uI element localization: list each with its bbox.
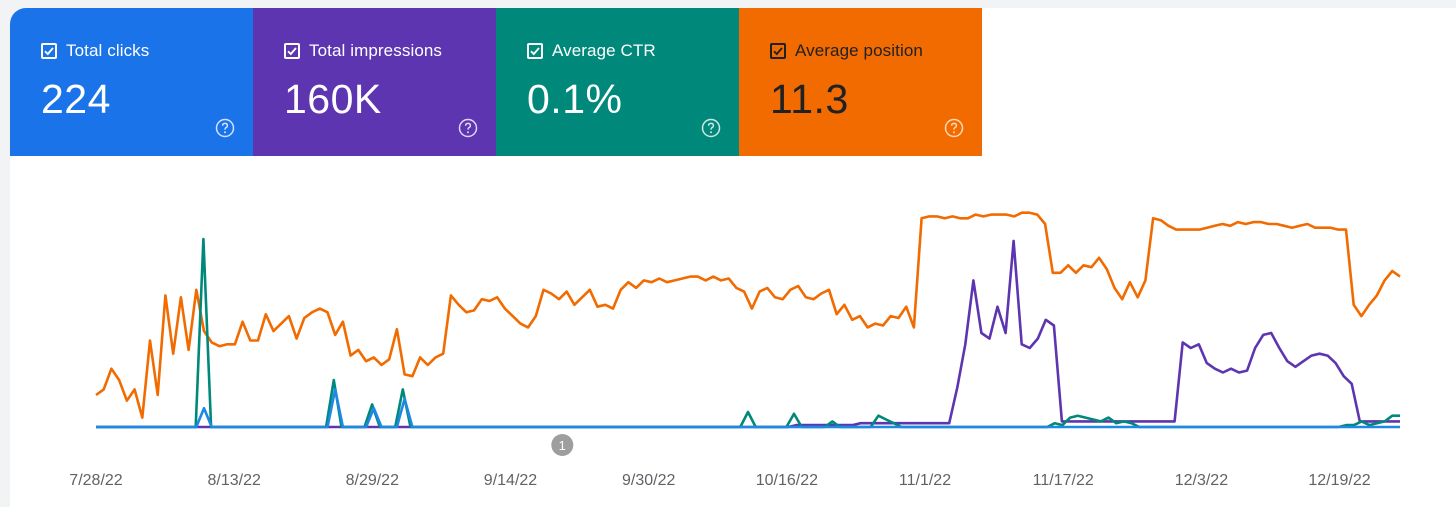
metric-card-total-clicks[interactable]: Total clicks 224	[10, 8, 253, 156]
annotation-layer: 1	[551, 434, 574, 456]
metric-cards: Total clicks 224 Total impressions 160K	[10, 8, 982, 156]
series-line-total-impressions	[96, 239, 1400, 429]
series-line-average-ctr	[96, 237, 1400, 429]
metric-value: 0.1%	[527, 76, 623, 122]
metric-value: 224	[41, 76, 111, 122]
check-icon[interactable]	[41, 43, 57, 59]
annotation-label: 1	[559, 438, 566, 453]
metric-value: 160K	[284, 76, 382, 122]
metric-card-header: Total impressions	[284, 41, 442, 61]
help-circle-icon[interactable]	[944, 118, 964, 138]
metric-card-header: Average position	[770, 41, 923, 61]
x-tick-label: 12/19/22	[1308, 472, 1370, 489]
x-tick-label: 8/29/22	[346, 472, 399, 489]
x-axis-ticks: 7/28/22 8/13/22 8/29/22 9/14/22 9/30/22 10/16…	[69, 472, 1370, 489]
help-circle-icon[interactable]	[701, 118, 721, 138]
metric-label: Total clicks	[66, 41, 150, 60]
series-layer	[95, 211, 1401, 429]
x-tick-label: 11/1/22	[899, 472, 951, 489]
x-tick-label: 9/14/22	[484, 472, 537, 489]
metric-label: Average position	[795, 41, 923, 60]
series-line-total-clicks	[96, 388, 1400, 429]
x-tick-label: 9/30/22	[622, 472, 675, 489]
annotation-marker[interactable]: 1	[551, 434, 574, 456]
help-circle-icon[interactable]	[458, 118, 478, 138]
performance-panel: Total clicks 224 Total impressions 160K	[10, 8, 1456, 507]
help-circle-icon[interactable]	[215, 118, 235, 138]
metric-card-total-impressions[interactable]: Total impressions 160K	[253, 8, 496, 156]
performance-line-chart[interactable]: 1 7/28/22 8/13/22 8/29/22 9/14/22 9/30/22 10/…	[10, 156, 1456, 507]
x-tick-label: 8/13/22	[208, 472, 261, 489]
x-tick-label: 7/28/22	[69, 472, 122, 489]
x-tick-label: 11/17/22	[1033, 472, 1094, 489]
check-icon[interactable]	[770, 43, 786, 59]
metric-card-average-position[interactable]: Average position 11.3	[739, 8, 982, 156]
metric-card-header: Average CTR	[527, 41, 656, 61]
metric-card-average-ctr[interactable]: Average CTR 0.1%	[496, 8, 739, 156]
annotation-badge[interactable]	[551, 434, 574, 456]
check-icon[interactable]	[527, 43, 543, 59]
x-tick-label: 12/3/22	[1175, 472, 1228, 489]
metric-value: 11.3	[770, 76, 849, 122]
check-icon[interactable]	[284, 43, 300, 59]
metric-label: Average CTR	[552, 41, 656, 60]
metric-label: Total impressions	[309, 41, 443, 60]
series-line-average-position	[95, 211, 1401, 419]
x-tick-label: 10/16/22	[756, 472, 818, 489]
metric-card-header: Total clicks	[41, 41, 149, 61]
